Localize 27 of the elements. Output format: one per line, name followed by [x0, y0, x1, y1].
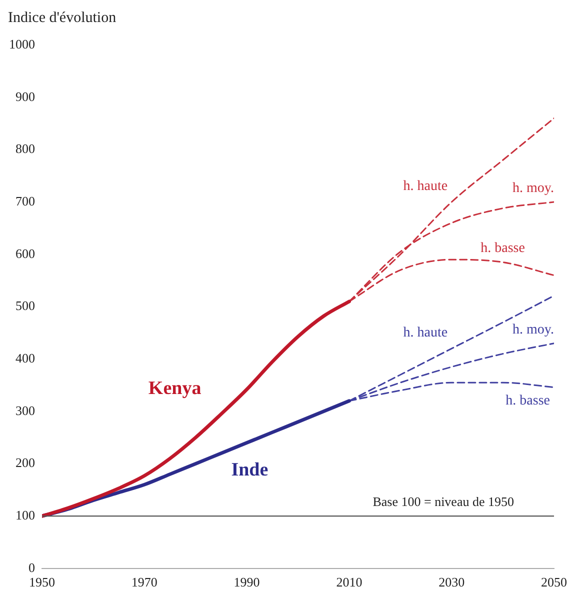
- series-label: h. moy.: [512, 181, 554, 196]
- y-axis-title: Indice d'évolution: [8, 10, 116, 27]
- x-tick-label: 1990: [234, 574, 260, 590]
- x-tick-label: 1970: [131, 574, 158, 590]
- x-tick-label: 2010: [336, 574, 362, 590]
- y-tick-label: 400: [16, 350, 35, 366]
- x-tick-label: 1950: [29, 574, 55, 590]
- y-tick-label: 1000: [9, 36, 35, 52]
- y-tick-label: 500: [16, 298, 35, 314]
- series-label: h. basse: [506, 393, 550, 408]
- x-tick-label: 2050: [541, 574, 567, 590]
- y-tick-label: 800: [16, 141, 35, 156]
- x-tick-label: 2030: [438, 574, 465, 590]
- series-label: Kenya: [148, 378, 202, 399]
- series-label: h. haute: [403, 179, 448, 194]
- y-tick-label: 600: [16, 246, 35, 261]
- y-tick-label: 300: [16, 402, 35, 418]
- y-tick-label: 100: [16, 507, 35, 522]
- series-label: h. moy.: [512, 322, 554, 338]
- y-tick-label: 700: [16, 193, 35, 208]
- series-label: h. basse: [480, 241, 525, 256]
- series-label: h. haute: [403, 326, 448, 341]
- y-tick-label: 0: [28, 560, 35, 575]
- y-tick-label: 200: [16, 455, 35, 470]
- ref-line-label: Base 100 = niveau de 1950: [372, 494, 514, 510]
- series-label: Inde: [231, 459, 268, 480]
- y-tick-label: 900: [16, 88, 35, 104]
